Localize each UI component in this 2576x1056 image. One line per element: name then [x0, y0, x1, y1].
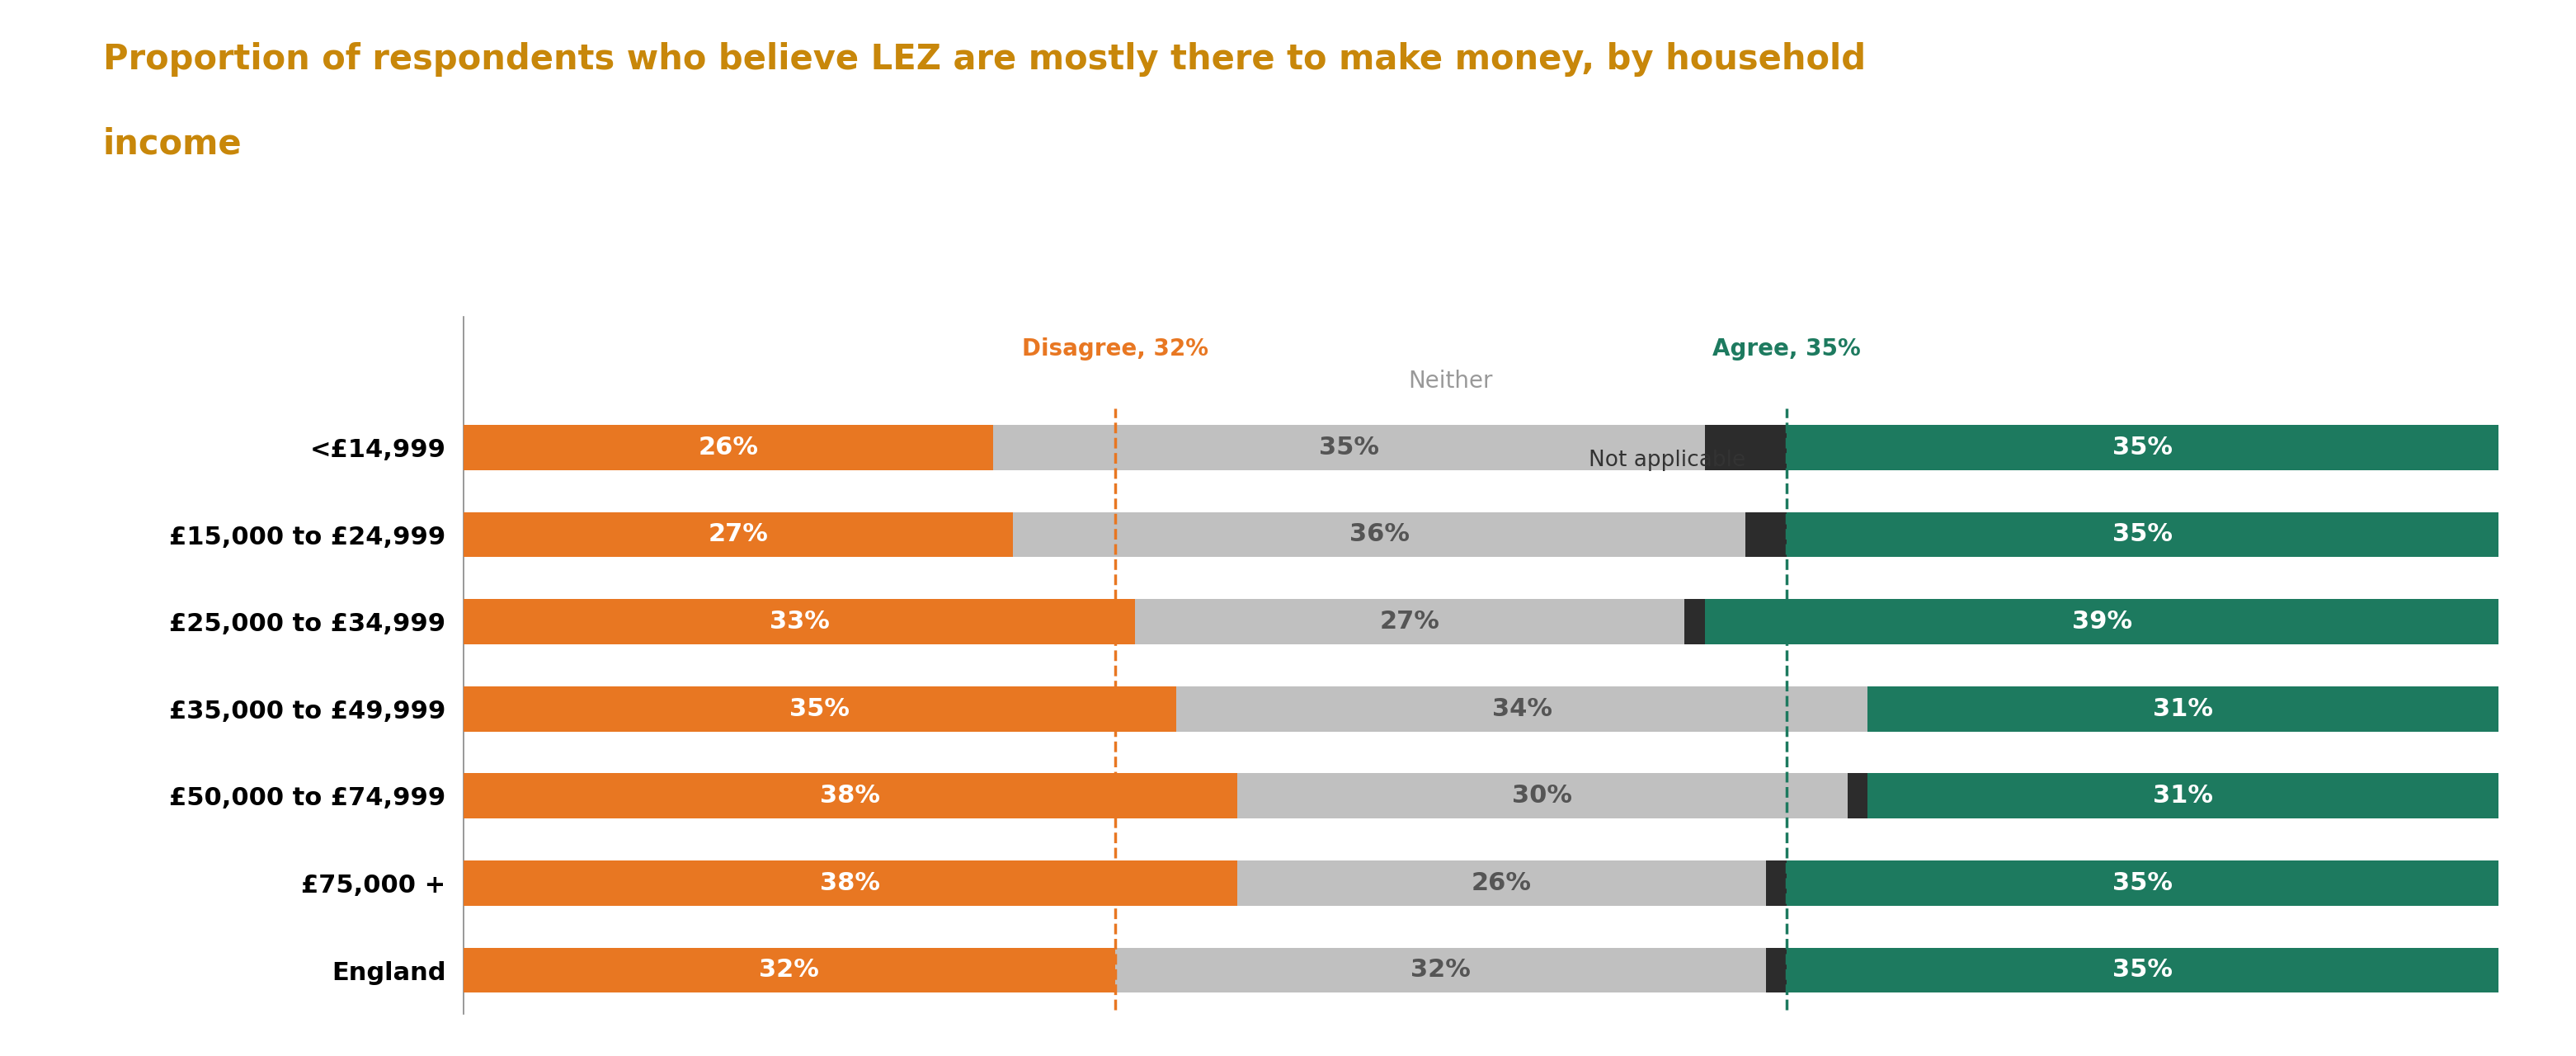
Text: Not applicable: Not applicable	[1589, 450, 1747, 471]
Bar	[464, 599, 1136, 644]
Text: 34%: 34%	[1492, 697, 1551, 721]
Bar	[464, 686, 1175, 732]
Text: 35%: 35%	[2112, 435, 2172, 459]
Bar	[1788, 425, 2499, 470]
Bar	[1747, 512, 1788, 558]
Bar	[1236, 861, 1767, 906]
Text: 35%: 35%	[1319, 435, 1378, 459]
Bar	[1847, 773, 1868, 818]
Text: 27%: 27%	[1381, 609, 1440, 634]
Text: 32%: 32%	[1412, 958, 1471, 982]
Text: 32%: 32%	[760, 958, 819, 982]
Text: 36%: 36%	[1350, 523, 1409, 547]
Bar	[1788, 947, 2499, 993]
Bar	[464, 861, 1236, 906]
Bar	[1767, 861, 1785, 906]
Text: Agree, 35%: Agree, 35%	[1713, 337, 1860, 360]
Bar	[1788, 861, 2499, 906]
Text: 31%: 31%	[2154, 784, 2213, 808]
Text: 31%: 31%	[2154, 697, 2213, 721]
Bar	[1685, 599, 1705, 644]
Text: 26%: 26%	[698, 435, 757, 459]
Bar	[464, 512, 1012, 558]
Bar	[464, 425, 992, 470]
Text: 26%: 26%	[1471, 871, 1533, 895]
Text: Neither: Neither	[1409, 370, 1494, 393]
Bar	[1868, 773, 2499, 818]
Text: 35%: 35%	[2112, 523, 2172, 547]
Text: 35%: 35%	[2112, 958, 2172, 982]
Text: 33%: 33%	[770, 609, 829, 634]
Bar	[1767, 947, 1785, 993]
Text: Proportion of respondents who believe LEZ are mostly there to make money, by hou: Proportion of respondents who believe LE…	[103, 42, 1865, 77]
Text: Disagree, 32%: Disagree, 32%	[1023, 337, 1208, 360]
Bar	[1136, 599, 1685, 644]
Text: 30%: 30%	[1512, 784, 1571, 808]
Bar	[1705, 425, 1785, 470]
Bar	[1236, 773, 1847, 818]
Bar	[1115, 947, 1767, 993]
Text: 35%: 35%	[2112, 871, 2172, 895]
Text: 27%: 27%	[708, 523, 768, 547]
Text: income: income	[103, 127, 242, 162]
Text: 39%: 39%	[2071, 609, 2133, 634]
Bar	[1788, 512, 2499, 558]
Text: 35%: 35%	[791, 697, 850, 721]
Text: 38%: 38%	[819, 784, 881, 808]
Bar	[1705, 599, 2499, 644]
Text: 38%: 38%	[819, 871, 881, 895]
Bar	[1012, 512, 1747, 558]
Bar	[1868, 686, 2499, 732]
Bar	[464, 947, 1115, 993]
Bar	[1175, 686, 1868, 732]
Bar	[464, 773, 1236, 818]
Bar	[992, 425, 1705, 470]
